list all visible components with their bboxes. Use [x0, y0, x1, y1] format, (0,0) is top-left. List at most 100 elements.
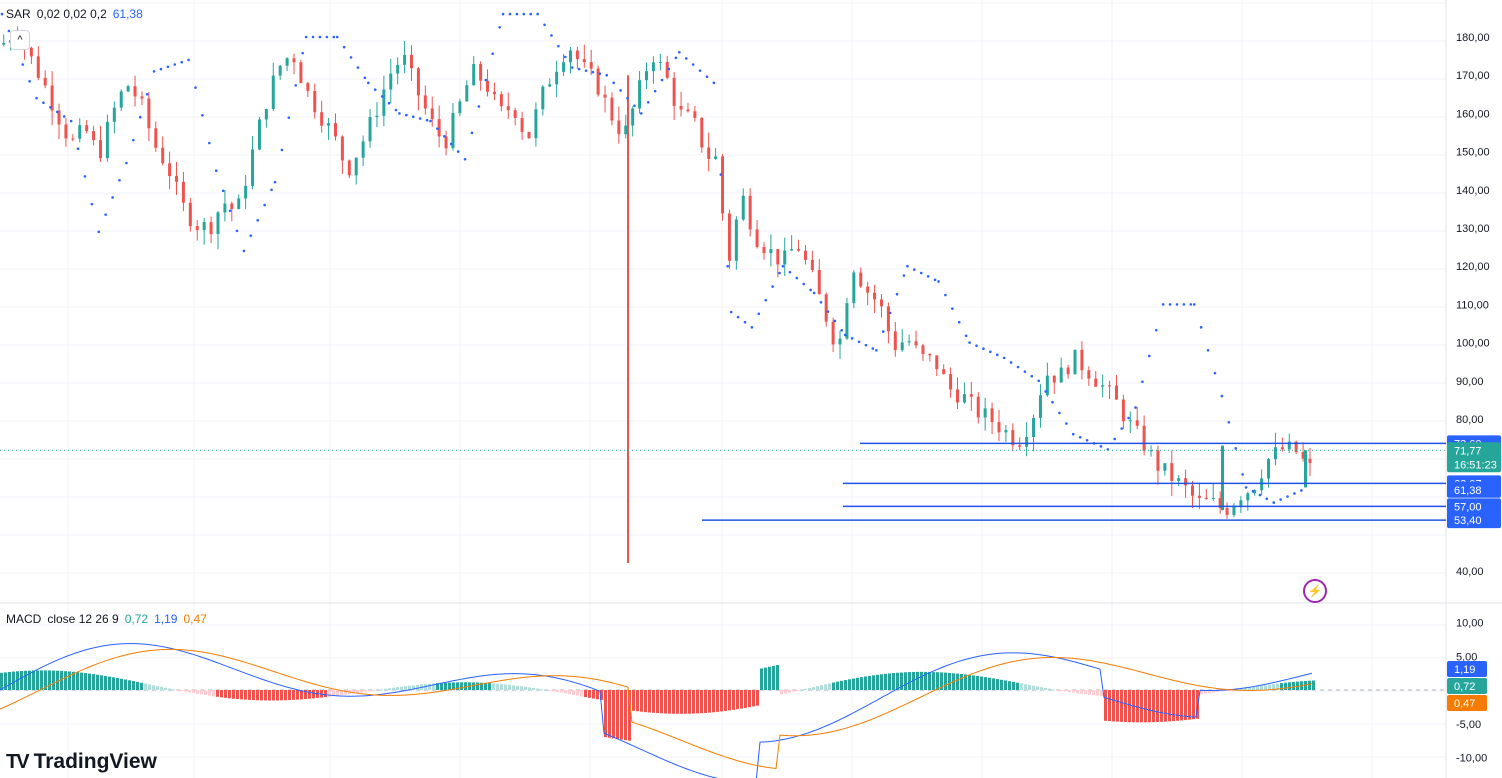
macd-histogram-bar	[1148, 690, 1151, 723]
sar-dot	[1175, 303, 1179, 306]
candle-body	[1280, 447, 1284, 450]
macd-histogram-bar	[980, 676, 983, 690]
sar-dot	[394, 108, 398, 112]
macd-histogram-bar	[604, 690, 607, 738]
price-axis-tick: 40,00	[1456, 566, 1484, 578]
macd-histogram-bar	[220, 690, 223, 698]
candle-body	[1232, 505, 1236, 515]
candle-body	[416, 68, 420, 96]
macd-histogram-bar	[660, 690, 663, 714]
candle-body	[85, 125, 89, 132]
sar-dot	[902, 274, 906, 277]
macd-histogram-bar	[1192, 690, 1195, 720]
candle-body	[949, 374, 953, 390]
sar-dot	[145, 93, 149, 96]
sar-dot	[864, 343, 868, 347]
macd-histogram-bar	[276, 690, 279, 701]
lightning-icon[interactable]: ⚡	[1303, 579, 1327, 603]
macd-histogram-bar	[160, 686, 163, 690]
macd-histogram-bar	[96, 674, 99, 690]
sar-dot	[287, 116, 291, 119]
candle-body	[175, 176, 179, 182]
sar-dot	[449, 142, 453, 146]
sar-dot	[0, 12, 4, 16]
macd-histogram-bar	[520, 686, 523, 690]
candle-body	[1170, 463, 1174, 481]
sar-dot	[982, 347, 985, 351]
macd-histogram-bar	[644, 690, 647, 713]
macd-histogram-bar	[224, 690, 227, 698]
candle-body	[230, 203, 234, 210]
candle-body	[78, 125, 82, 139]
candle-body	[886, 306, 890, 332]
sar-dot	[1065, 422, 1068, 425]
candle-body	[976, 396, 980, 418]
macd-histogram-bar	[432, 683, 435, 690]
candle-body	[499, 94, 503, 107]
sar-dot	[21, 63, 25, 66]
macd-histogram-bar	[1312, 680, 1315, 690]
macd-histogram-bar	[544, 689, 547, 691]
candle-body	[893, 331, 897, 351]
candle-body	[1239, 500, 1243, 506]
collapse-legend-button[interactable]: ^	[10, 30, 30, 50]
macd-histogram-bar	[1036, 686, 1039, 690]
candle-body	[859, 272, 863, 287]
sar-dot	[28, 80, 31, 83]
candle-body	[375, 115, 379, 118]
sar-dot	[640, 112, 643, 115]
macd-histogram-bar	[832, 682, 835, 690]
candle-body	[354, 157, 358, 176]
candle-body	[458, 101, 462, 114]
macd-histogram-bar	[636, 690, 639, 712]
macd-histogram-bar	[940, 672, 943, 690]
macd-histogram-bar	[524, 686, 527, 690]
candle-body	[278, 65, 282, 76]
candle-body	[451, 113, 455, 149]
sar-dot	[318, 35, 322, 39]
tradingview-logo[interactable]: TV TradingView	[6, 750, 157, 774]
macd-histogram-bar	[992, 678, 995, 690]
candle-body	[651, 62, 655, 72]
macd-histogram-bar	[928, 671, 931, 690]
macd-histogram-bar	[1200, 690, 1203, 694]
macd-histogram-bar	[1184, 690, 1187, 721]
macd-histogram-bar	[200, 690, 203, 695]
sar-dot	[913, 268, 916, 271]
sar-dot	[138, 115, 142, 119]
sar-dot	[968, 341, 971, 344]
macd-histogram-bar	[984, 677, 987, 690]
macd-histogram-bar	[900, 672, 903, 690]
macd-histogram-bar	[812, 687, 815, 690]
macd-histogram-bar	[748, 690, 751, 708]
candle-body	[320, 112, 324, 126]
candle-body	[1032, 418, 1036, 437]
candle-body	[1246, 493, 1250, 501]
macd-histogram-bar	[704, 690, 707, 713]
macd-histogram-bar	[780, 690, 783, 695]
sar-dot	[1220, 394, 1224, 398]
macd-histogram-bar	[156, 686, 159, 690]
candle-body	[914, 341, 918, 346]
candle-body	[423, 95, 427, 109]
macd-histogram-bar	[504, 684, 507, 690]
sar-dot	[443, 135, 446, 138]
candle-body	[1121, 399, 1125, 422]
candle-body	[568, 50, 572, 63]
macd-histogram-bar	[652, 690, 655, 713]
candle-body	[624, 125, 628, 135]
macd-histogram-bar	[252, 690, 255, 701]
macd-histogram-bar	[696, 690, 699, 714]
candle-body	[838, 338, 842, 345]
candle-body	[956, 389, 960, 403]
sar-dot	[633, 104, 636, 108]
sar-dot	[726, 264, 730, 268]
macd-histogram-bar	[788, 690, 791, 693]
macd-histogram-bar	[888, 673, 891, 690]
macd-histogram-bar	[1064, 690, 1067, 692]
candle-body	[686, 109, 690, 112]
macd-histogram-bar	[116, 678, 119, 690]
candle-body	[631, 108, 635, 126]
macd-histogram-bar	[268, 690, 271, 701]
